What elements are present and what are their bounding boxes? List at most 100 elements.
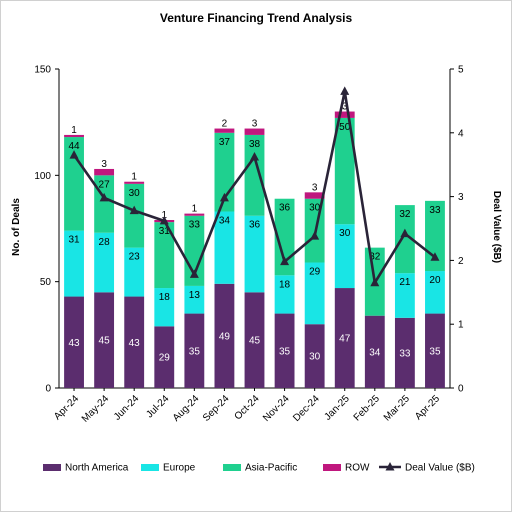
bar-segment [304, 192, 325, 199]
data-label: 3 [101, 159, 107, 170]
bar-segment [274, 313, 295, 388]
data-label: 36 [249, 220, 261, 231]
bar-segment [154, 288, 175, 327]
x-tick-label: Jul-24 [144, 393, 171, 420]
legend-swatch [43, 464, 61, 471]
y-tick-label: 0 [45, 384, 51, 395]
data-label: 27 [99, 179, 111, 190]
x-tick-label: Apr-25 [413, 393, 442, 422]
bar-segment [64, 230, 84, 297]
bar-segment [274, 275, 295, 314]
data-label: 2 [222, 119, 228, 130]
chart-title: Venture Financing Trend Analysis [160, 11, 353, 25]
bar-segment [214, 128, 235, 133]
bar-segment [184, 213, 205, 216]
deal-value-marker [99, 192, 109, 202]
data-label: 1 [192, 204, 198, 215]
bar-segment [94, 292, 115, 388]
data-label: 33 [399, 348, 411, 359]
bar-segment [64, 134, 84, 138]
data-label: 34 [219, 215, 231, 226]
data-label: 3 [342, 102, 348, 113]
data-label: 33 [189, 220, 201, 231]
bar-segment [184, 215, 205, 286]
deal-value-marker [219, 192, 229, 202]
data-label: 1 [161, 210, 167, 221]
bar-segment [334, 111, 355, 118]
data-label: 18 [279, 279, 291, 290]
deal-value-marker [250, 152, 259, 161]
legend-label: ROW [345, 463, 370, 474]
y-tick-label: 50 [40, 277, 52, 288]
data-label: 23 [129, 252, 141, 263]
deal-value-marker [340, 86, 350, 95]
data-label: 43 [129, 338, 141, 349]
bar-segment [334, 224, 355, 289]
legend-swatch [223, 464, 241, 471]
legend-label: Deal Value ($B) [405, 463, 475, 474]
deal-value-marker [400, 228, 410, 238]
data-label: 30 [129, 188, 141, 199]
x-tick-label: Mar-25 [382, 393, 412, 423]
x-tick-label: Apr-24 [52, 393, 81, 422]
legend-marker-swatch [385, 462, 395, 471]
data-label: 33 [429, 205, 441, 216]
y-tick-label: 100 [34, 171, 51, 182]
bar-segment [64, 296, 84, 388]
data-label: 31 [68, 235, 80, 246]
data-label: 44 [68, 141, 80, 152]
y-axis-title: No. of Deals [11, 198, 22, 256]
deal-value-marker [370, 277, 380, 287]
data-label: 20 [429, 275, 441, 286]
legend-label: Asia-Pacific [245, 463, 297, 474]
legend-swatch [323, 464, 341, 471]
deal-value-marker [69, 150, 79, 159]
data-label: 43 [68, 338, 80, 349]
legend-label: North America [65, 463, 129, 474]
data-label: 45 [249, 336, 261, 347]
bar-segment [124, 247, 145, 297]
y2-tick-label: 5 [458, 65, 464, 76]
data-label: 1 [71, 125, 77, 136]
deal-value-marker [129, 205, 139, 215]
data-label: 21 [399, 277, 411, 288]
bar-segment [244, 292, 265, 388]
data-label: 30 [339, 228, 351, 239]
data-label: 35 [279, 346, 291, 357]
bar-segment [94, 168, 115, 176]
x-tick-label: Aug-24 [171, 393, 202, 424]
data-label: 47 [339, 334, 351, 345]
bar-segment [124, 183, 145, 248]
data-label: 32 [399, 209, 411, 220]
data-label: 49 [219, 331, 231, 342]
legend: North America Europe Asia-Pacific ROW Deal V… [43, 462, 475, 474]
x-tick-label: Sep-24 [201, 393, 232, 424]
data-label: 35 [189, 346, 201, 357]
data-label: 3 [312, 182, 318, 193]
bar-segment [124, 296, 145, 388]
bar-segment [394, 205, 415, 274]
data-label: 45 [99, 336, 111, 347]
bar-segment [425, 313, 445, 388]
data-label: 30 [309, 203, 321, 214]
y2-tick-label: 2 [458, 256, 464, 267]
bar-segment [304, 262, 325, 325]
bar-segment [425, 271, 445, 314]
bar-segment [214, 283, 235, 388]
data-label: 36 [279, 203, 291, 214]
data-label: 30 [309, 352, 321, 363]
data-label: 31 [159, 226, 171, 237]
data-label: 29 [159, 353, 171, 364]
bar-segment [244, 128, 265, 135]
y2-tick-label: 4 [458, 128, 464, 139]
x-tick-label: Nov-24 [261, 393, 292, 424]
data-label: 1 [131, 172, 137, 183]
data-label: 38 [249, 139, 261, 150]
bar-segment [364, 315, 385, 388]
data-label: 34 [369, 347, 381, 358]
data-label: 18 [159, 292, 171, 303]
data-label: 35 [429, 346, 441, 357]
bar-segment [214, 211, 235, 284]
